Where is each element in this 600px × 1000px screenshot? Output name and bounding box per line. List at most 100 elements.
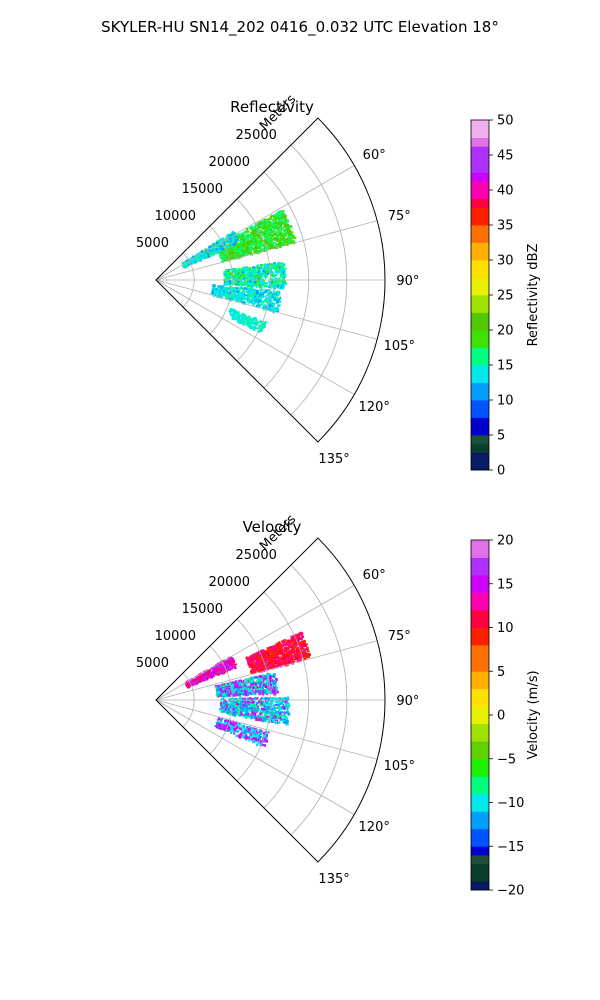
echo-cell: [274, 273, 278, 277]
echo-cell: [250, 298, 254, 300]
echo-cell: [257, 271, 260, 274]
echo-cell: [270, 274, 274, 277]
echo-cell: [231, 243, 234, 246]
echo-cell: [207, 670, 210, 673]
echo-cell: [257, 658, 260, 661]
echo-cell: [250, 669, 254, 672]
echo-cell: [194, 258, 197, 262]
echo-cell: [284, 230, 288, 234]
echo-cell: [279, 657, 283, 661]
colorbar-tick-label: 5: [497, 429, 505, 444]
echo-cell: [264, 652, 267, 655]
echo-cell: [281, 267, 284, 270]
echo-cell: [285, 660, 288, 664]
echo-cell: [263, 324, 266, 327]
echo-cell: [213, 283, 216, 287]
echo-cell: [237, 316, 240, 319]
echo-cell: [233, 318, 235, 321]
echo-cell: [247, 280, 250, 283]
colorbar-segment: [471, 251, 489, 261]
echo-cell: [279, 279, 283, 282]
echo-cell: [284, 241, 287, 244]
echo-cell: [269, 667, 272, 670]
echo-cell: [219, 670, 222, 673]
echo-cell: [268, 224, 272, 227]
echo-cell: [254, 295, 257, 298]
colorbar-tick-label: 50: [497, 114, 514, 129]
echo-cell: [264, 658, 268, 661]
echo-cell: [257, 246, 261, 250]
echo-cell: [254, 281, 257, 284]
echo-cell: [252, 660, 255, 664]
echo-cell: [272, 234, 274, 238]
echo-cell: [237, 280, 240, 283]
echo-cell: [267, 663, 270, 667]
echo-cell: [281, 657, 284, 659]
echo-cell: [199, 251, 202, 254]
echo-cell: [227, 233, 231, 236]
echo-cell: [232, 312, 235, 316]
echo-cell: [211, 291, 215, 295]
echo-cell: [278, 215, 282, 218]
echo-cell: [267, 662, 271, 665]
echo-cell: [241, 312, 244, 316]
colorbar-segment: [471, 163, 489, 173]
echo-cell: [276, 263, 279, 266]
echo-cell: [269, 277, 273, 280]
echo-cell: [263, 266, 266, 270]
echo-cell: [276, 272, 279, 275]
echo-cell: [286, 239, 289, 243]
echo-cell: [281, 662, 284, 666]
echo-cell: [242, 301, 245, 305]
echo-cell: [292, 635, 295, 638]
echo-cell: [245, 268, 248, 272]
echo-cell: [261, 283, 264, 286]
echo-cell: [258, 285, 261, 288]
echo-cell: [263, 292, 265, 295]
echo-cell: [230, 668, 233, 670]
echo-cell: [231, 250, 234, 253]
echo-cell: [219, 669, 222, 672]
echo-cell: [293, 638, 297, 642]
echo-cell: [266, 225, 269, 229]
echo-cell: [241, 239, 244, 243]
echo-cell: [223, 259, 226, 262]
echo-cell: [280, 651, 283, 655]
echo-cell: [254, 291, 257, 294]
echo-cell: [242, 252, 245, 254]
echo-cell: [260, 657, 263, 661]
echo-cell: [262, 272, 264, 275]
echo-cell: [296, 648, 299, 652]
echo-cell: [243, 271, 247, 274]
echo-cell: [301, 634, 304, 638]
echo-cell: [239, 274, 242, 277]
echo-cell: [260, 229, 263, 232]
echo-cell: [256, 283, 258, 286]
echo-cell: [242, 238, 244, 241]
echo-cell: [273, 298, 277, 301]
echo-cell: [226, 255, 230, 259]
echo-cell: [241, 273, 243, 276]
echo-cell: [221, 258, 224, 262]
echo-cell: [284, 267, 287, 270]
echo-cell: [252, 297, 254, 299]
echo-cell: [236, 312, 240, 315]
echo-cell: [264, 229, 267, 232]
echo-cell: [220, 294, 222, 297]
echo-cell: [246, 690, 249, 693]
echo-cell: [248, 252, 251, 255]
echo-cell: [233, 278, 236, 281]
echo-cell: [232, 268, 236, 270]
echo-cell: [217, 289, 219, 292]
echo-cell: [214, 289, 217, 292]
echo-cell: [241, 282, 244, 285]
echo-cell: [241, 238, 243, 241]
echo-cell: [191, 261, 194, 264]
echo-cell: [229, 308, 232, 311]
echo-cell: [252, 283, 255, 286]
colorbar-segment: [471, 286, 489, 296]
echo-cell: [282, 222, 285, 225]
echo-cell: [284, 270, 286, 273]
echo-cell: [287, 650, 289, 653]
